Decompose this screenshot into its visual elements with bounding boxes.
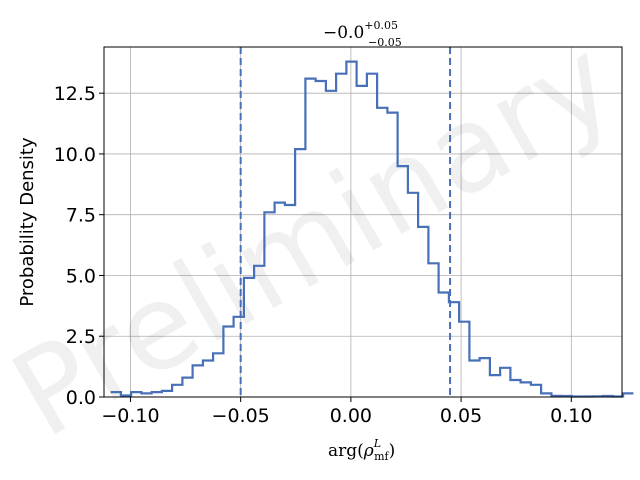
y-axis-label: Probability Density (17, 137, 38, 307)
y-tick-label: 0.0 (66, 387, 96, 409)
y-tick-label: 2.5 (66, 326, 96, 348)
y-tick-label: 10.0 (54, 144, 96, 166)
x-axis-ticks: −0.10 −0.05 0.00 0.05 0.10 (101, 397, 592, 427)
chart-title: −0.0+0.05 −0.05 (323, 19, 402, 49)
plot-frame (103, 46, 623, 398)
xlabel-rho: ρ (363, 441, 374, 461)
x-tick-label: 0.10 (550, 405, 592, 427)
title-superscript: +0.05 (364, 19, 398, 32)
y-tick-label: 12.5 (54, 83, 96, 105)
xlabel-subscript: mf (374, 450, 389, 463)
histogram-series (110, 60, 634, 398)
x-axis-label: arg(ρL mf) (328, 437, 395, 463)
x-tick-label: 0.05 (440, 405, 482, 427)
xlabel-superscript: L (373, 437, 381, 450)
x-tick-label: −0.05 (212, 405, 270, 427)
x-tick-label: −0.10 (101, 405, 159, 427)
title-base: −0.0 (323, 23, 364, 43)
xlabel-suffix: ) (389, 441, 396, 461)
x-tick-label: 0.00 (330, 405, 372, 427)
y-tick-label: 5.0 (66, 265, 96, 287)
title-subscript: −0.05 (368, 36, 402, 49)
y-tick-label: 7.5 (66, 205, 96, 227)
y-axis-ticks: 0.0 2.5 5.0 7.5 10.0 12.5 (54, 83, 104, 409)
xlabel-prefix: arg( (328, 441, 364, 461)
